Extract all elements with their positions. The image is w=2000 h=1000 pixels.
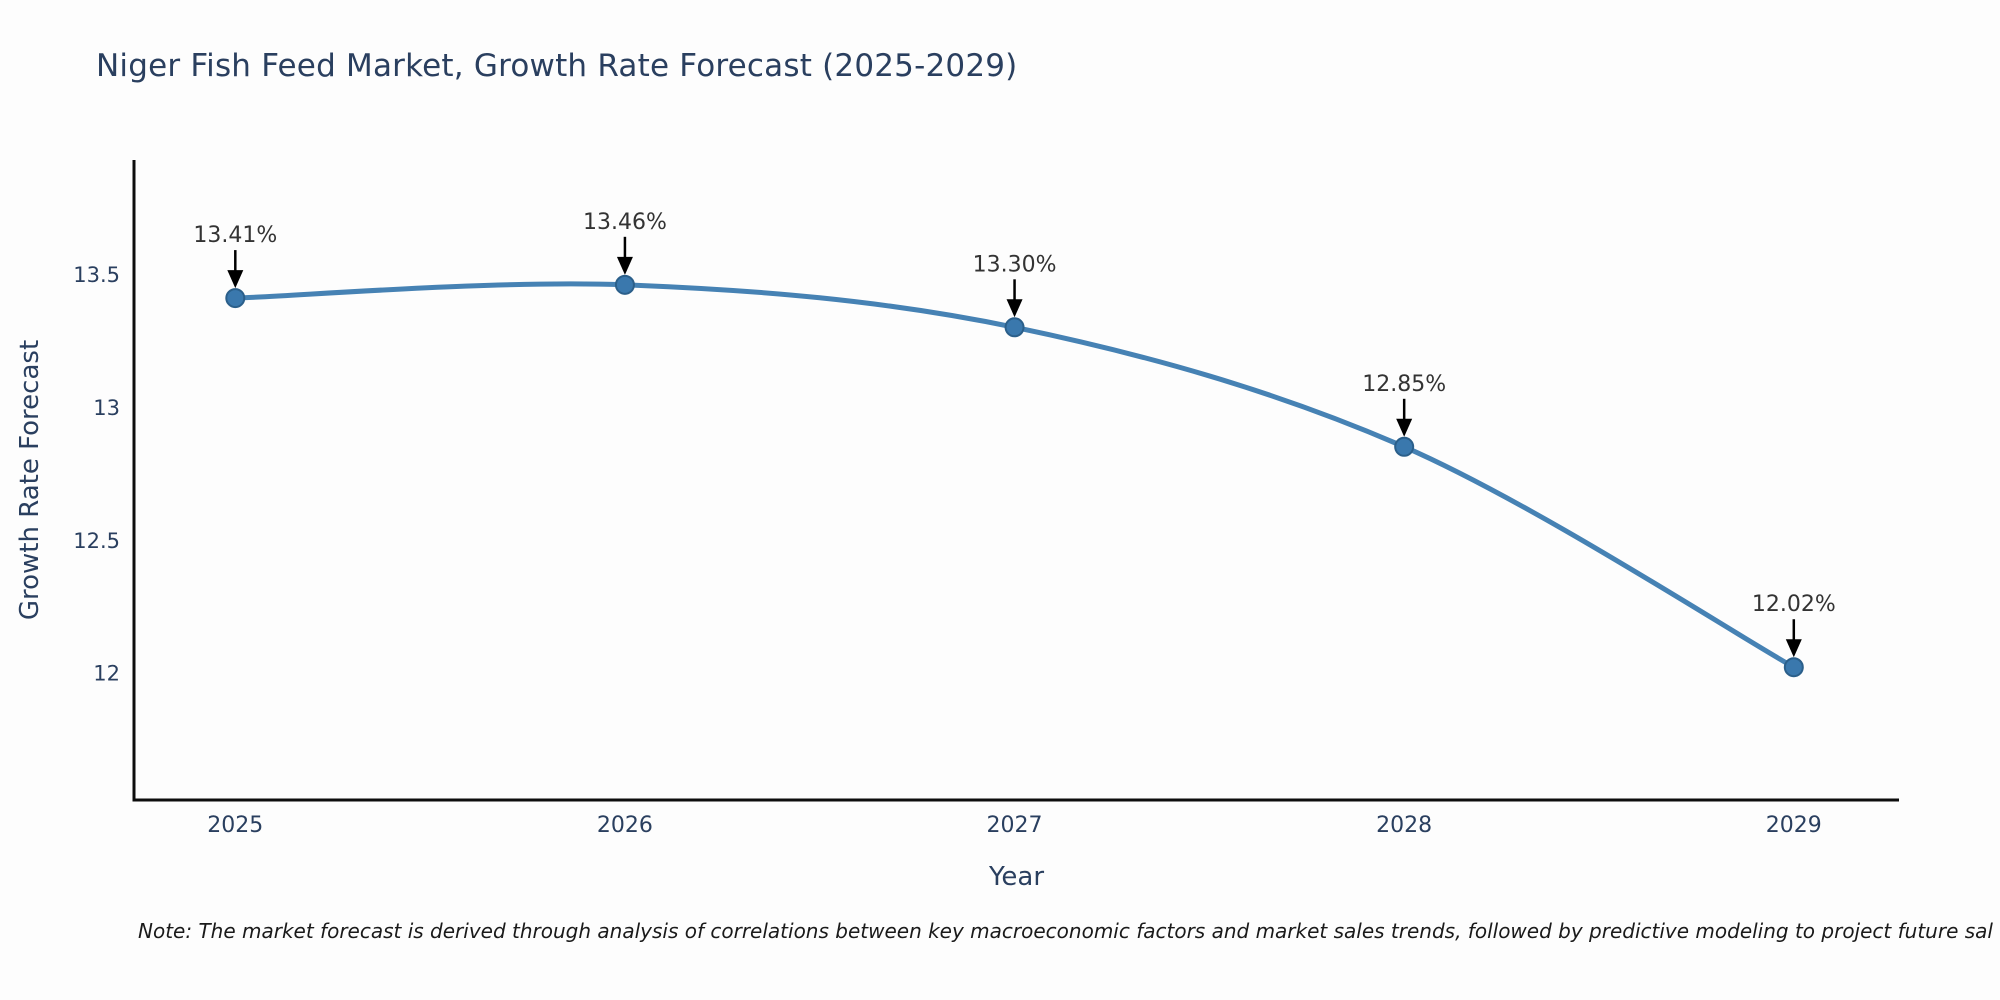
- annotation-arrow-head: [1785, 639, 1802, 658]
- y-tick-label: 13: [93, 396, 120, 420]
- annotation-arrow-head: [1396, 418, 1413, 437]
- y-axis-title: Growth Rate Forecast: [15, 340, 45, 620]
- y-tick-label: 13.5: [73, 263, 120, 287]
- x-axis-title: Year: [988, 862, 1044, 892]
- chart-title: Niger Fish Feed Market, Growth Rate Fore…: [96, 48, 1018, 84]
- chart-note: Note: The market forecast is derived thr…: [138, 919, 1993, 943]
- data-point-marker[interactable]: [1394, 436, 1415, 457]
- series-line: [232, 281, 1797, 670]
- annotation-arrow-head: [227, 270, 244, 289]
- data-point-marker[interactable]: [1004, 317, 1025, 338]
- x-tick-label: 2025: [207, 813, 263, 838]
- x-tick-label: 2027: [987, 813, 1043, 838]
- data-point-marker[interactable]: [1783, 657, 1804, 678]
- point-annotation-label: 12.85%: [1362, 372, 1446, 397]
- point-annotation-label: 13.30%: [973, 252, 1057, 277]
- x-tick-label: 2029: [1766, 813, 1822, 838]
- x-tick-label: 2026: [597, 813, 653, 838]
- point-annotation-label: 13.41%: [193, 223, 277, 248]
- y-tick-label: 12: [93, 662, 120, 686]
- data-point-marker[interactable]: [614, 274, 635, 295]
- point-annotation-label: 12.02%: [1752, 592, 1836, 617]
- x-tick-label: 2028: [1376, 813, 1432, 838]
- annotation-arrow-head: [1006, 299, 1023, 318]
- annotation-arrow-head: [616, 256, 633, 275]
- y-tick-label: 12.5: [73, 529, 120, 553]
- data-point-marker[interactable]: [225, 288, 246, 309]
- point-annotation-label: 13.46%: [583, 210, 667, 235]
